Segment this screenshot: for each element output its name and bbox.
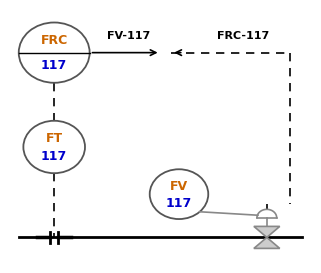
Text: FRC: FRC — [40, 34, 68, 47]
Polygon shape — [254, 226, 280, 238]
Text: 117: 117 — [41, 150, 67, 164]
Text: 117: 117 — [41, 59, 67, 72]
Circle shape — [150, 169, 208, 219]
Text: FRC-117: FRC-117 — [217, 31, 269, 41]
Text: FV-117: FV-117 — [107, 31, 150, 41]
Circle shape — [19, 22, 90, 83]
Text: FT: FT — [46, 132, 63, 145]
Circle shape — [23, 121, 85, 173]
Text: 117: 117 — [166, 197, 192, 210]
Text: FV: FV — [170, 180, 188, 193]
Polygon shape — [254, 238, 280, 248]
